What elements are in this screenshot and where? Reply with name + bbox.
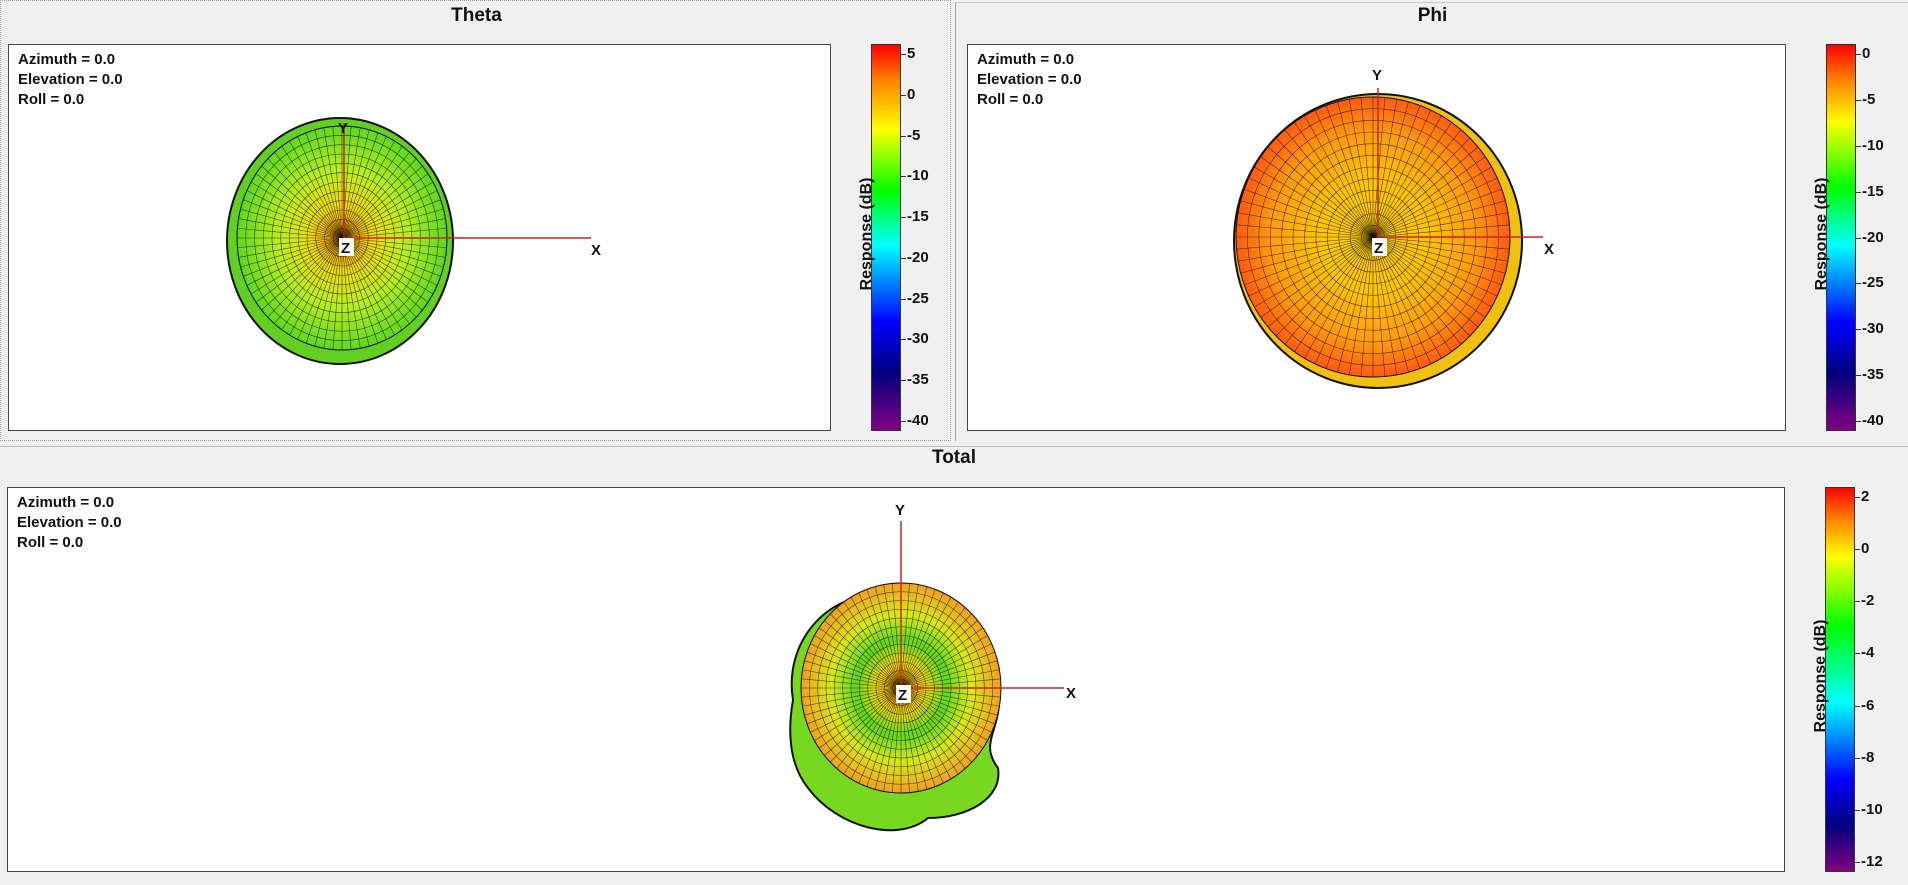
- theta-colorbar-tick-label: -25: [907, 289, 929, 307]
- phi-colorbar-tickmark: [1856, 329, 1861, 331]
- theta-colorbar-tick-label: 0: [907, 85, 916, 103]
- theta-colorbar-tickmark: [901, 339, 906, 341]
- theta-panel: Theta Azimuth = 0.0 Elevation = 0.0 Roll…: [0, 0, 951, 441]
- total-pattern-3d: Y X Z: [789, 502, 1076, 832]
- total-axis-y-label: Y: [895, 502, 905, 519]
- theta-pattern-3d: Y X Z: [226, 117, 601, 365]
- total-colorbar-tick-label: 2: [1861, 488, 1870, 505]
- theta-colorbar-tick-label: -5: [907, 126, 921, 144]
- total-colorbar-label: Response (dB): [1812, 619, 1829, 733]
- total-colorbar-tickmark: [1855, 497, 1860, 498]
- phi-axis-y-label: Y: [1372, 67, 1382, 84]
- total-colorbar-tick-label: 0: [1861, 540, 1870, 558]
- theta-plot-area[interactable]: Azimuth = 0.0 Elevation = 0.0 Roll = 0.0…: [8, 44, 831, 431]
- total-roll: Roll = 0.0: [17, 534, 84, 551]
- theta-azimuth: Azimuth = 0.0: [18, 51, 116, 68]
- phi-colorbar-tick-label: -40: [1862, 412, 1884, 429]
- theta-colorbar-tickmark: [901, 257, 906, 259]
- total-colorbar-tickmark: [1855, 601, 1860, 603]
- phi-colorbar-tick-label: -25: [1862, 274, 1884, 292]
- total-axis-z-label: Z: [898, 687, 907, 704]
- theta-elevation: Elevation = 0.0: [18, 71, 123, 88]
- theta-colorbar-tickmark: [901, 176, 906, 178]
- total-elevation: Elevation = 0.0: [17, 514, 122, 531]
- total-plot-area[interactable]: Azimuth = 0.0 Elevation = 0.0 Roll = 0.0…: [7, 487, 1785, 872]
- theta-colorbar-tickmark: [901, 217, 906, 219]
- total-orientation-readout: Azimuth = 0.0 Elevation = 0.0 Roll = 0.0: [17, 493, 122, 553]
- theta-colorbar-tickmark: [901, 380, 906, 382]
- phi-title: Phi: [1417, 5, 1448, 26]
- phi-colorbar-tickmark: [1856, 191, 1861, 193]
- phi-colorbar-tick-label: -5: [1862, 90, 1876, 108]
- theta-colorbar-label: Response (dB): [858, 177, 875, 291]
- theta-colorbar-tick-label: -40: [907, 412, 929, 429]
- total-colorbar-tickmark: [1855, 653, 1860, 655]
- phi-colorbar: [1826, 44, 1856, 431]
- phi-colorbar-tick-label: -35: [1862, 366, 1884, 384]
- theta-colorbar-tick-label: -30: [907, 330, 929, 348]
- phi-colorbar-label: Response (dB): [1813, 177, 1830, 291]
- theta-colorbar-tickmark: [901, 298, 906, 300]
- total-colorbar-tickmark: [1855, 862, 1860, 863]
- total-colorbar-tick-label: -12: [1861, 853, 1883, 870]
- phi-roll: Roll = 0.0: [977, 91, 1044, 108]
- theta-colorbar-tick-label: -15: [907, 208, 929, 226]
- phi-pattern-3d: Y X Z: [1233, 67, 1554, 389]
- total-colorbar-tickmark: [1855, 549, 1860, 551]
- phi-colorbar-tick-label: -30: [1862, 320, 1884, 338]
- theta-axis-y-label: Y: [338, 120, 348, 137]
- total-colorbar-tickmark: [1855, 809, 1860, 811]
- theta-colorbar-tickmark: [901, 54, 906, 55]
- total-panel: Total Azimuth = 0.0 Elevation = 0.0 Roll…: [0, 446, 1908, 885]
- total-colorbar-tickmark: [1855, 757, 1860, 759]
- phi-colorbar-tick-label: 0: [1862, 45, 1871, 62]
- phi-axis-x-label: X: [1544, 241, 1554, 258]
- total-colorbar-tick-label: -8: [1861, 748, 1875, 766]
- phi-colorbar-tick-label: -15: [1862, 182, 1884, 200]
- total-colorbar-tick-label: -6: [1861, 696, 1875, 714]
- phi-plot-area[interactable]: Azimuth = 0.0 Elevation = 0.0 Roll = 0.0…: [967, 44, 1786, 431]
- theta-colorbar-tickmark: [901, 135, 906, 137]
- phi-orientation-readout: Azimuth = 0.0 Elevation = 0.0 Roll = 0.0: [977, 50, 1082, 110]
- phi-colorbar-tickmark: [1856, 54, 1861, 55]
- theta-axis-z-label: Z: [341, 240, 350, 257]
- theta-colorbar: [871, 44, 901, 431]
- theta-title: Theta: [451, 5, 502, 26]
- phi-colorbar-tick-label: -20: [1862, 228, 1884, 246]
- total-title: Total: [932, 447, 976, 468]
- phi-colorbar-tickmark: [1856, 375, 1861, 377]
- theta-colorbar-tick-label: -35: [907, 371, 929, 389]
- phi-panel: Phi Azimuth = 0.0 Elevation = 0.0 Roll =…: [955, 2, 1908, 441]
- theta-colorbar-tick-label: -20: [907, 248, 929, 266]
- total-axis-x-label: X: [1066, 685, 1076, 702]
- phi-colorbar-tickmark: [1856, 145, 1861, 147]
- total-colorbar-tickmark: [1855, 705, 1860, 707]
- theta-colorbar-tickmark: [901, 421, 906, 422]
- theta-roll: Roll = 0.0: [18, 91, 85, 108]
- phi-azimuth: Azimuth = 0.0: [977, 51, 1075, 68]
- phi-axis-z-label: Z: [1374, 240, 1383, 257]
- theta-axis-x-label: X: [591, 242, 601, 259]
- phi-colorbar-tickmark: [1856, 99, 1861, 101]
- total-azimuth: Azimuth = 0.0: [17, 494, 115, 511]
- phi-colorbar-tick-label: -10: [1862, 136, 1884, 154]
- total-colorbar-tick-label: -10: [1861, 800, 1883, 818]
- theta-orientation-readout: Azimuth = 0.0 Elevation = 0.0 Roll = 0.0: [18, 50, 123, 110]
- total-colorbar: [1825, 487, 1855, 872]
- phi-elevation: Elevation = 0.0: [977, 71, 1082, 88]
- total-colorbar-tick-label: -2: [1861, 592, 1875, 610]
- phi-colorbar-tickmark: [1856, 421, 1861, 422]
- theta-colorbar-tick-label: -10: [907, 167, 929, 185]
- theta-colorbar-tickmark: [901, 94, 906, 96]
- phi-colorbar-tickmark: [1856, 237, 1861, 239]
- total-colorbar-tick-label: -4: [1861, 644, 1875, 662]
- theta-colorbar-tick-label: 5: [907, 45, 916, 62]
- phi-colorbar-tickmark: [1856, 283, 1861, 285]
